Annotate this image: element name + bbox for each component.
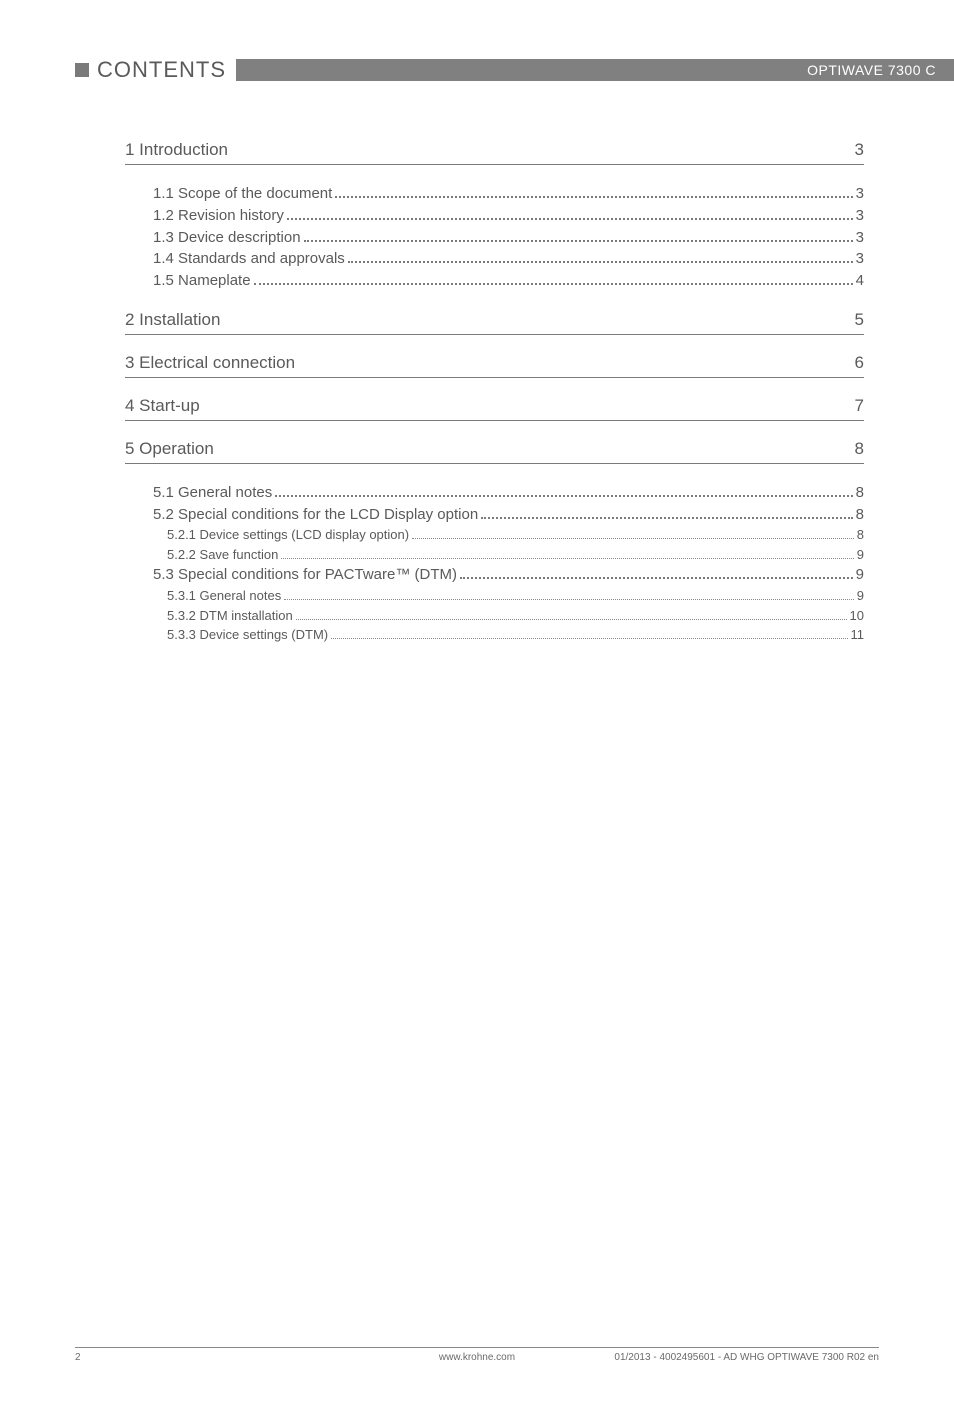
toc-leader-dots	[481, 517, 852, 519]
toc-leader-dots	[254, 283, 853, 285]
toc-subsub-label: 5.2.2 Save function	[167, 545, 278, 565]
toc-sub-label: 1.2 Revision history	[153, 205, 284, 227]
square-bullet-icon	[75, 63, 89, 77]
toc-sub-row: 1.2 Revision history 3	[153, 205, 864, 227]
toc-sub-label: 5.2 Special conditions for the LCD Displ…	[153, 504, 478, 526]
toc-section-page: 5	[855, 310, 864, 330]
toc-sub-label: 1.1 Scope of the document	[153, 183, 332, 205]
header-bar: CONTENTS OPTIWAVE 7300 C	[0, 50, 954, 90]
toc-leader-dots	[348, 261, 853, 263]
toc-subsub-row: 5.3.1 General notes 9	[153, 586, 864, 606]
toc-sub-page: 8	[856, 482, 864, 504]
toc-subsub-page: 9	[857, 545, 864, 565]
toc-sub-row: 5.2 Special conditions for the LCD Displ…	[153, 504, 864, 526]
toc-section-row: 2 Installation 5	[125, 310, 864, 335]
toc-sub-page: 3	[856, 205, 864, 227]
toc-subsub-page: 10	[850, 606, 864, 626]
toc-leader-dots	[304, 240, 853, 242]
toc-leader-dots	[281, 558, 853, 559]
toc-sub-row: 5.1 General notes 8	[153, 482, 864, 504]
toc-subsub-label: 5.3.2 DTM installation	[167, 606, 293, 626]
toc-leader-dots	[287, 218, 853, 220]
footer-docinfo: 01/2013 - 4002495601 - AD WHG OPTIWAVE 7…	[614, 1352, 879, 1363]
toc-section-row: 4 Start-up 7	[125, 396, 864, 421]
toc-section-title: 3 Electrical connection	[125, 353, 295, 373]
toc-content: 1 Introduction31.1 Scope of the document…	[0, 90, 954, 645]
toc-sub-row: 1.5 Nameplate 4	[153, 270, 864, 292]
product-name: OPTIWAVE 7300 C	[807, 62, 936, 78]
toc-sub-label: 5.3 Special conditions for PACTware™ (DT…	[153, 564, 457, 586]
toc-sub-row: 1.4 Standards and approvals 3	[153, 248, 864, 270]
toc-sub-page: 8	[856, 504, 864, 526]
toc-sub-label: 1.5 Nameplate	[153, 270, 251, 292]
header-title: CONTENTS	[97, 57, 226, 83]
toc-subsection-block: 1.1 Scope of the document31.2 Revision h…	[125, 183, 864, 292]
toc-subsub-row: 5.2.2 Save function 9	[153, 545, 864, 565]
toc-sub-page: 3	[856, 227, 864, 249]
toc-leader-dots	[296, 619, 847, 620]
toc-section-row: 3 Electrical connection 6	[125, 353, 864, 378]
toc-section-title: 2 Installation	[125, 310, 220, 330]
toc-section-page: 8	[855, 439, 864, 459]
toc-leader-dots	[284, 599, 854, 600]
footer-url: www.krohne.com	[439, 1352, 515, 1363]
toc-sub-label: 1.3 Device description	[153, 227, 301, 249]
toc-sub-page: 9	[856, 564, 864, 586]
toc-section-row: 1 Introduction 3	[125, 140, 864, 165]
toc-sub-row: 5.3 Special conditions for PACTware™ (DT…	[153, 564, 864, 586]
toc-leader-dots	[460, 577, 853, 579]
header-product-bar: OPTIWAVE 7300 C	[236, 59, 954, 81]
toc-subsub-page: 11	[851, 625, 865, 645]
toc-section-title: 5 Operation	[125, 439, 214, 459]
toc-leader-dots	[335, 196, 852, 198]
toc-sub-label: 1.4 Standards and approvals	[153, 248, 345, 270]
toc-section-title: 4 Start-up	[125, 396, 200, 416]
toc-sub-label: 5.1 General notes	[153, 482, 272, 504]
toc-sub-row: 1.3 Device description 3	[153, 227, 864, 249]
toc-leader-dots	[275, 495, 852, 497]
footer: 2 www.krohne.com 01/2013 - 4002495601 - …	[75, 1347, 879, 1363]
toc-section-page: 3	[855, 140, 864, 160]
toc-subsub-label: 5.3.1 General notes	[167, 586, 281, 606]
toc-section-page: 7	[855, 396, 864, 416]
toc-subsub-row: 5.3.3 Device settings (DTM) 11	[153, 625, 864, 645]
toc-leader-dots	[412, 538, 854, 539]
toc-subsub-label: 5.3.3 Device settings (DTM)	[167, 625, 328, 645]
toc-sub-page: 3	[856, 248, 864, 270]
footer-pagenum: 2	[75, 1352, 81, 1363]
toc-section-row: 5 Operation 8	[125, 439, 864, 464]
toc-section-title: 1 Introduction	[125, 140, 228, 160]
toc-sub-page: 4	[856, 270, 864, 292]
toc-subsub-page: 8	[857, 525, 864, 545]
toc-sub-row: 1.1 Scope of the document 3	[153, 183, 864, 205]
toc-subsub-row: 5.3.2 DTM installation 10	[153, 606, 864, 626]
toc-section-page: 6	[855, 353, 864, 373]
toc-subsection-block: 5.1 General notes 8 5.2 Special conditions…	[125, 482, 864, 645]
toc-subsub-page: 9	[857, 586, 864, 606]
toc-subsub-label: 5.2.1 Device settings (LCD display optio…	[167, 525, 409, 545]
toc-sub-page: 3	[856, 183, 864, 205]
toc-subsub-row: 5.2.1 Device settings (LCD display optio…	[153, 525, 864, 545]
toc-leader-dots	[331, 638, 847, 639]
